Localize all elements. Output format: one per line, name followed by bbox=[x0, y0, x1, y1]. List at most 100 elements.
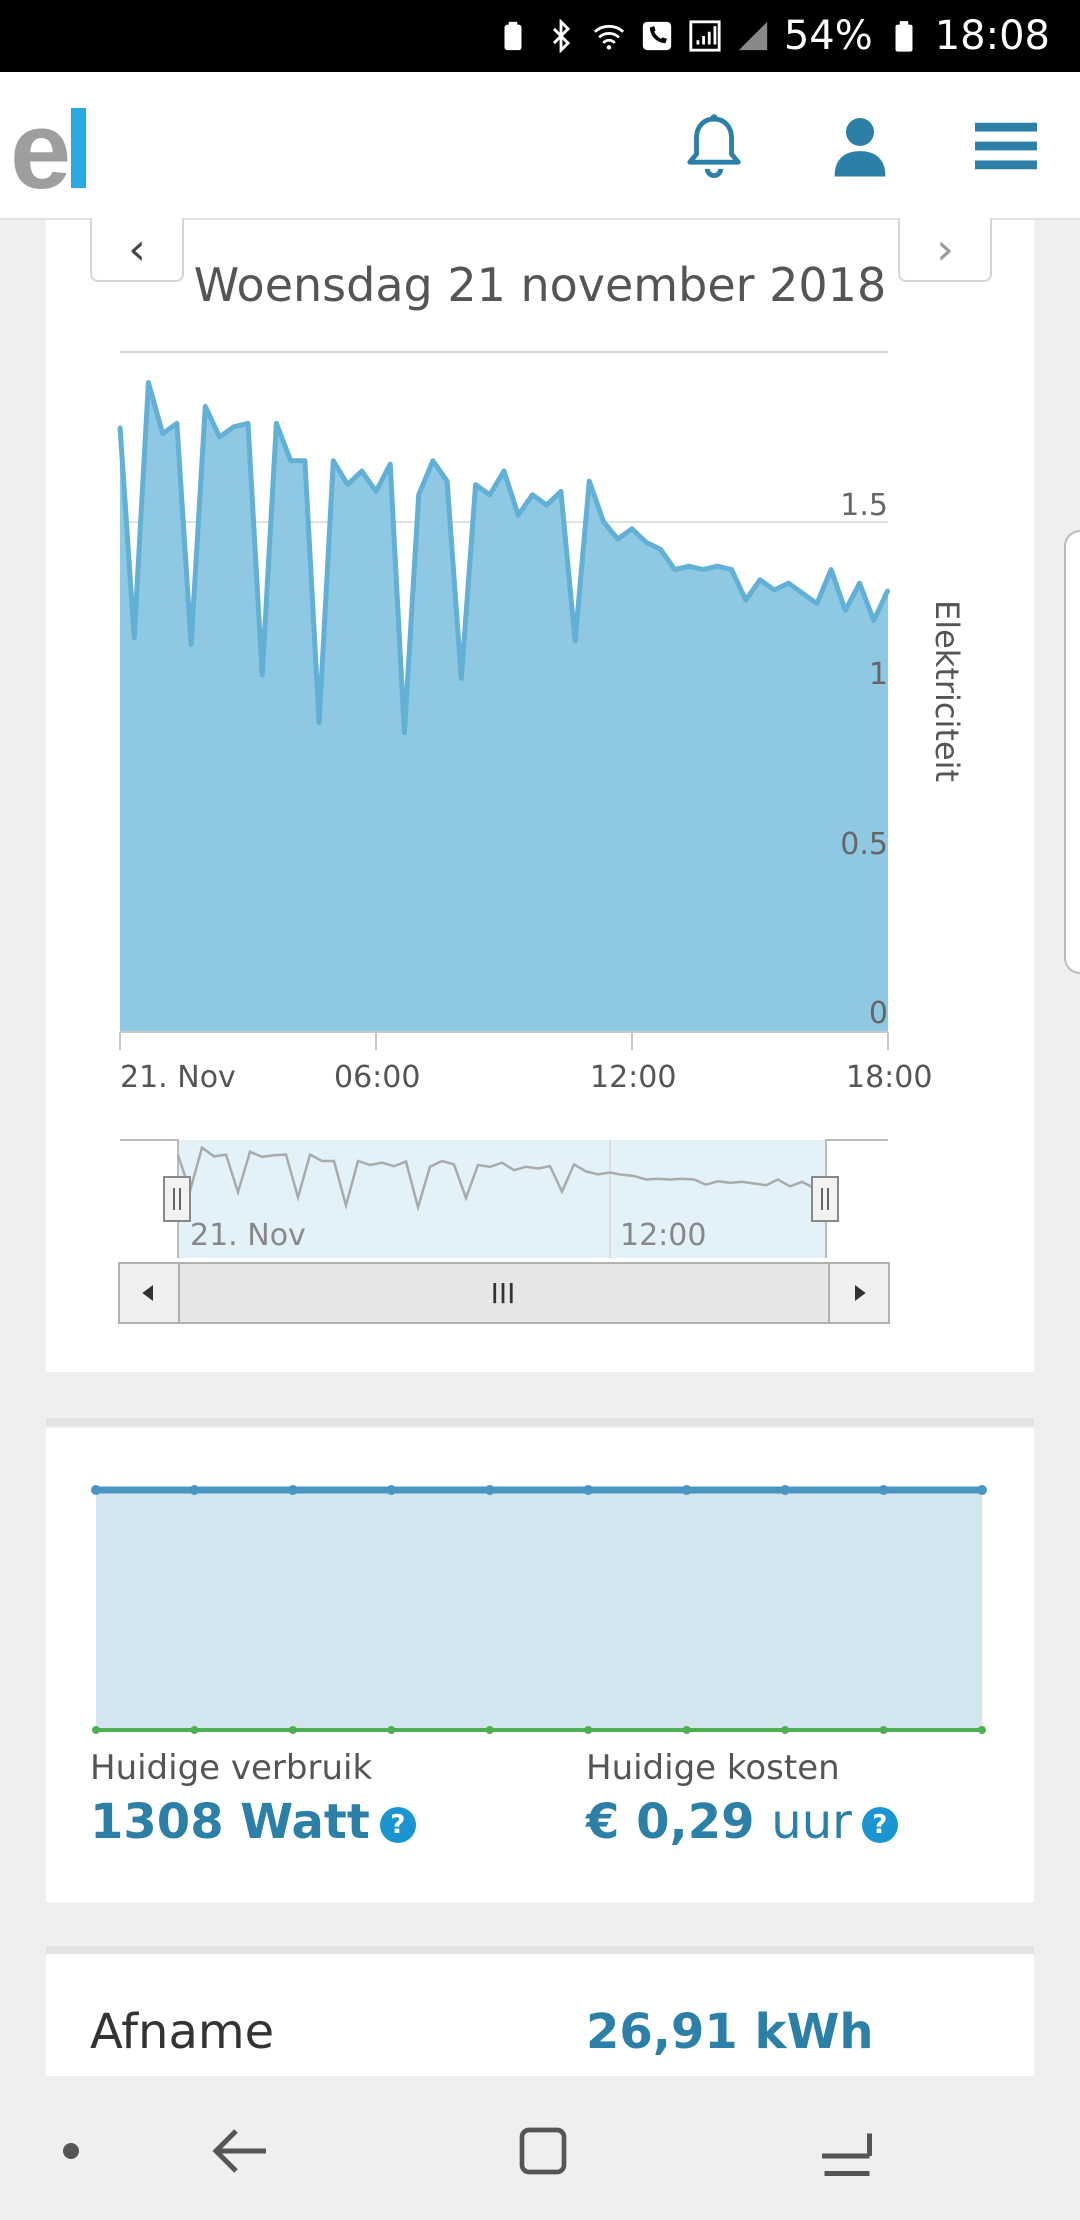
data-point bbox=[346, 483, 350, 487]
x-tick-label: 21. Nov bbox=[120, 1060, 236, 1095]
data-point bbox=[218, 435, 222, 439]
home-square-icon bbox=[519, 2127, 567, 2175]
wifi-icon bbox=[593, 24, 624, 50]
data-point bbox=[786, 581, 790, 585]
handle-body bbox=[163, 1176, 191, 1222]
chevron-left-icon: ‹ bbox=[128, 223, 146, 275]
data-point bbox=[801, 591, 805, 595]
current-usage-value: 1308 Watt bbox=[90, 1794, 370, 1850]
app-bar: el bbox=[0, 72, 1080, 220]
notifications-button[interactable] bbox=[676, 108, 752, 184]
help-icon[interactable]: ? bbox=[861, 1807, 898, 1843]
data-point bbox=[744, 598, 748, 602]
usage-point bbox=[386, 1485, 397, 1495]
back-arrow-icon bbox=[212, 2129, 266, 2173]
data-point bbox=[161, 432, 165, 436]
data-point bbox=[573, 639, 577, 643]
data-point bbox=[274, 421, 278, 425]
data-point bbox=[545, 503, 549, 507]
totals-label: Afname bbox=[90, 2004, 275, 2060]
data-point bbox=[374, 489, 378, 493]
data-point bbox=[730, 568, 734, 572]
data-point bbox=[417, 493, 421, 497]
scroll-thumb[interactable]: III bbox=[180, 1264, 826, 1322]
usage-point bbox=[583, 1485, 594, 1495]
navigator-x-tick-label: 12:00 bbox=[620, 1218, 707, 1253]
menu-icon bbox=[975, 122, 1037, 170]
y-tick-label: 1.5 bbox=[840, 488, 888, 523]
scroll-left-button[interactable] bbox=[120, 1264, 180, 1322]
back-button[interactable] bbox=[206, 2116, 276, 2186]
data-point bbox=[843, 608, 847, 612]
data-point bbox=[559, 489, 563, 493]
data-point bbox=[303, 459, 307, 463]
triangle-left-icon bbox=[142, 1285, 153, 1301]
data-point bbox=[175, 421, 179, 425]
x-tick-label: 06:00 bbox=[334, 1060, 421, 1095]
zero-point bbox=[781, 1726, 790, 1734]
chevron-right-icon: › bbox=[936, 223, 954, 275]
current-usage-value-row: 1308 Watt? bbox=[90, 1794, 416, 1850]
data-point bbox=[758, 578, 762, 582]
zero-point bbox=[879, 1726, 888, 1734]
totals-value: 26,91 kWh bbox=[586, 2004, 874, 2060]
chart-scrollbar[interactable]: III bbox=[118, 1262, 890, 1324]
data-point bbox=[331, 459, 335, 463]
current-cost-label: Huidige kosten bbox=[586, 1748, 840, 1788]
x-tick-label: 12:00 bbox=[590, 1060, 677, 1095]
date-title: Woensdag 21 november 2018 bbox=[193, 258, 887, 312]
navigator-right-handle[interactable] bbox=[811, 1176, 839, 1222]
menu-button[interactable] bbox=[968, 108, 1044, 184]
help-icon[interactable]: ? bbox=[379, 1807, 416, 1843]
side-panel-handle[interactable] bbox=[1064, 530, 1080, 974]
usage-point bbox=[484, 1485, 495, 1495]
data-point bbox=[772, 588, 776, 592]
data-point bbox=[516, 513, 520, 517]
scroll-right-button[interactable] bbox=[828, 1264, 888, 1322]
chart-navigator[interactable] bbox=[0, 0, 1080, 1400]
y-tick-label: 1 bbox=[868, 657, 888, 692]
handle-body bbox=[811, 1176, 839, 1222]
recents-button[interactable] bbox=[812, 2116, 882, 2186]
usage-point bbox=[681, 1485, 692, 1495]
previous-day-button[interactable]: ‹ bbox=[90, 218, 184, 282]
data-point bbox=[289, 459, 293, 463]
data-point bbox=[402, 731, 406, 735]
zero-point bbox=[682, 1726, 691, 1734]
home-button[interactable] bbox=[508, 2116, 578, 2186]
current-usage-label: Huidige verbruik bbox=[90, 1748, 373, 1788]
navigator-selection bbox=[178, 1140, 826, 1258]
realtime-area bbox=[96, 1490, 982, 1730]
area-fill bbox=[120, 382, 888, 1033]
bell-icon bbox=[687, 114, 741, 179]
signal-icon bbox=[738, 21, 767, 51]
data-point bbox=[260, 673, 264, 677]
data-point bbox=[203, 404, 207, 408]
account-button[interactable] bbox=[822, 108, 898, 184]
next-day-button[interactable]: › bbox=[898, 218, 992, 282]
data-point bbox=[886, 588, 890, 592]
data-point bbox=[701, 568, 705, 572]
nav-dot-button[interactable] bbox=[36, 2116, 106, 2186]
battery-saver-icon bbox=[504, 21, 522, 51]
user-icon bbox=[834, 118, 886, 177]
data-point bbox=[232, 425, 236, 429]
x-tick-label: 18:00 bbox=[846, 1060, 933, 1095]
data-point bbox=[587, 479, 591, 483]
data-point bbox=[858, 581, 862, 585]
zero-point bbox=[92, 1726, 100, 1734]
logo-letter-e: e bbox=[10, 89, 71, 212]
data-point bbox=[459, 676, 463, 680]
y-tick-label: 0.5 bbox=[840, 827, 888, 862]
zero-point bbox=[288, 1726, 297, 1734]
zero-point bbox=[485, 1726, 494, 1734]
data-point bbox=[189, 642, 193, 646]
bluetooth-icon bbox=[552, 19, 570, 53]
system-nav-bar bbox=[0, 2076, 1080, 2220]
data-point bbox=[132, 636, 136, 640]
data-point bbox=[602, 520, 606, 524]
navigator-left-handle[interactable] bbox=[163, 1176, 191, 1222]
y-axis-title: Elektriciteit bbox=[928, 600, 966, 783]
zero-point bbox=[190, 1726, 199, 1734]
totals-card: Afname 26,91 kWh bbox=[46, 1954, 1034, 2076]
